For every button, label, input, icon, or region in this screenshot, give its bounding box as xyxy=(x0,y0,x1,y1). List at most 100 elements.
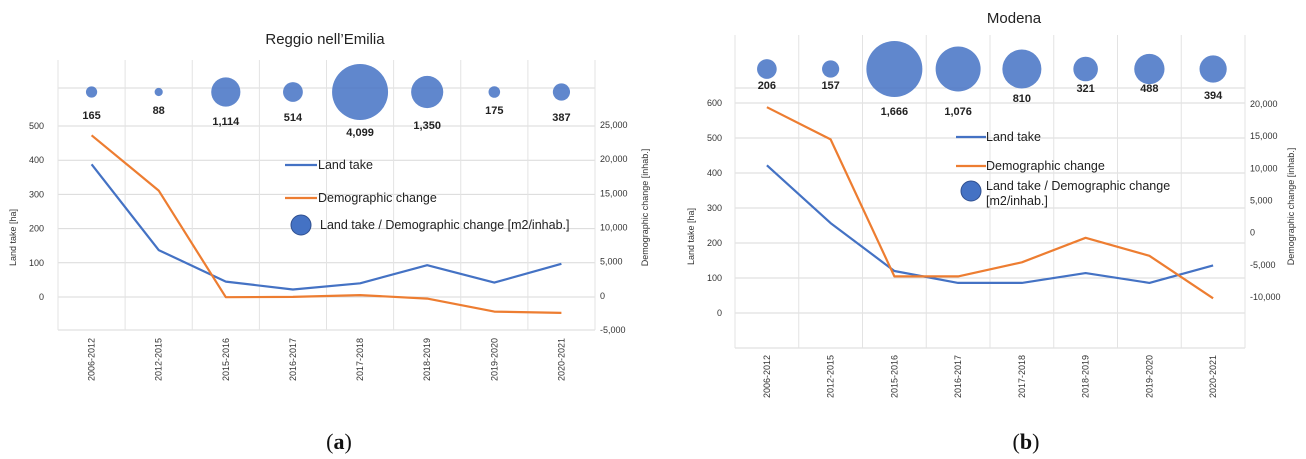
y-tick-label: 600 xyxy=(707,98,722,108)
bubble-data-label: 321 xyxy=(1076,83,1094,95)
y-tick-label: 100 xyxy=(29,258,44,268)
bubble-data-label: 810 xyxy=(1013,93,1031,105)
y2-tick-label: 15,000 xyxy=(600,188,628,198)
y2-tick-label: 15,000 xyxy=(1250,131,1278,141)
bubble-data-label: 1,666 xyxy=(881,106,909,118)
x-tick-label: 2015-2016 xyxy=(221,338,231,381)
x-tick-label: 2018-2019 xyxy=(1081,355,1091,398)
legend-swatch-bubble xyxy=(290,214,312,236)
bubble-data-label: 4,099 xyxy=(346,127,374,139)
bubble-data-label: 175 xyxy=(485,105,503,117)
bubble-data-label: 157 xyxy=(821,80,839,92)
chart-title: Reggio nell’Emilia xyxy=(265,31,385,48)
bubble-data-label: 488 xyxy=(1140,83,1158,95)
y2-tick-label: -5,000 xyxy=(600,325,626,335)
legend: Land take Demographic change Land take / D… xyxy=(285,158,569,236)
y-axis-label: Land take [ha] xyxy=(8,209,18,266)
y2-tick-label: 5,000 xyxy=(600,257,623,267)
y2-tick-label: 0 xyxy=(600,291,605,301)
x-tick-label: 2019-2020 xyxy=(489,338,499,381)
y2-tick-label: 10,000 xyxy=(600,223,628,233)
bubble-data-label: 387 xyxy=(552,112,570,124)
y-tick-label: 400 xyxy=(29,155,44,165)
y2-axis-label: Demographic change [inhab.] xyxy=(1286,148,1296,266)
x-tick-label: 2018-2019 xyxy=(422,338,432,381)
y-tick-label: 500 xyxy=(29,121,44,131)
y-tick-label: 200 xyxy=(707,238,722,248)
bubble-point xyxy=(488,86,501,98)
bubble-point xyxy=(283,82,303,102)
y-axis-label: Land take [ha] xyxy=(686,208,696,265)
x-tick-label: 2012-2015 xyxy=(154,338,164,381)
x-tick-label: 2012-2015 xyxy=(826,355,836,398)
y-tick-label: 0 xyxy=(39,292,44,302)
panel-label: (b) xyxy=(1013,429,1040,454)
x-tick-label: 2016-2017 xyxy=(288,338,298,381)
legend: Land take Demographic change Land take / D… xyxy=(956,130,1170,208)
bubble-data-label: 1,076 xyxy=(944,106,972,118)
bubble-point xyxy=(822,60,840,78)
land-take-line xyxy=(766,164,1214,284)
x-tick-label: 2015-2016 xyxy=(889,355,899,398)
bubble-data-label: 1,350 xyxy=(413,120,441,132)
panel-label: (a) xyxy=(326,429,352,454)
chart-panel-b: Modena 0 100 200 300 400 500 600 -10,000 -5,000 0 5… xyxy=(686,10,1296,454)
demographic-change-line xyxy=(766,106,1214,300)
x-tick-label: 2017-2018 xyxy=(355,338,365,381)
bubble-point xyxy=(411,75,444,109)
bubble-point xyxy=(332,64,389,120)
bubble-point xyxy=(1002,49,1042,89)
chart-title: Modena xyxy=(987,10,1042,27)
bubble-point xyxy=(211,77,241,107)
y-tick-label: 500 xyxy=(707,133,722,143)
y2-tick-label: 5,000 xyxy=(1250,196,1273,206)
bubble-data-label: 1,114 xyxy=(212,116,240,128)
y-tick-label: 400 xyxy=(707,168,722,178)
x-tick-label: 2020-2021 xyxy=(1208,355,1218,398)
y2-tick-label: -5,000 xyxy=(1250,260,1276,270)
legend-swatch-bubble xyxy=(960,180,982,202)
bubble-point xyxy=(85,86,98,98)
bubble-point xyxy=(866,41,923,97)
bubble-point xyxy=(1134,53,1165,85)
legend-label: Land take / Demographic change [m2/inhab.… xyxy=(986,179,1170,208)
y2-tick-label: 20,000 xyxy=(600,154,628,164)
land-take-line xyxy=(90,163,562,291)
x-tick-label: 2016-2017 xyxy=(953,355,963,398)
bubble-data-label: 165 xyxy=(82,110,100,122)
bubble-point xyxy=(757,59,777,79)
x-tick-label: 2017-2018 xyxy=(1017,355,1027,398)
y2-tick-label: 25,000 xyxy=(600,120,628,130)
x-tick-label: 2006-2012 xyxy=(87,338,97,381)
y-tick-label: 300 xyxy=(29,189,44,199)
y2-tick-label: -10,000 xyxy=(1250,292,1281,302)
bubble-point xyxy=(1199,55,1227,83)
legend-label: Land take xyxy=(986,130,1041,144)
y2-tick-label: 0 xyxy=(1250,228,1255,238)
y-tick-label: 200 xyxy=(29,224,44,234)
bubble-point xyxy=(552,83,571,101)
bubble-data-label: 206 xyxy=(758,80,776,92)
bubble-point xyxy=(935,46,981,92)
bubble-data-label: 514 xyxy=(284,112,303,124)
demographic-change-line xyxy=(90,134,562,314)
y-tick-label: 0 xyxy=(717,308,722,318)
legend-label: Demographic change xyxy=(318,191,437,205)
x-tick-label: 2019-2020 xyxy=(1144,355,1154,398)
x-tick-label: 2020-2021 xyxy=(556,338,566,381)
legend-label: Land take / Demographic change [m2/inhab… xyxy=(320,218,569,232)
y2-tick-label: 10,000 xyxy=(1250,163,1278,173)
legend-label: Land take xyxy=(318,158,373,172)
bubble-point xyxy=(154,87,163,97)
chart-panel-a: Reggio nell’Emilia 0 100 200 300 400 500 -5,000… xyxy=(8,31,650,454)
legend-label: Demographic change xyxy=(986,159,1105,173)
bubble-data-label: 88 xyxy=(153,105,165,117)
x-tick-label: 2006-2012 xyxy=(762,355,772,398)
bubble-point xyxy=(1073,56,1098,82)
bubble-data-label: 394 xyxy=(1204,90,1223,102)
y-tick-label: 300 xyxy=(707,203,722,213)
y2-tick-label: 20,000 xyxy=(1250,99,1278,109)
y2-axis-label: Demographic change [inhab.] xyxy=(640,149,650,267)
y-tick-label: 100 xyxy=(707,273,722,283)
